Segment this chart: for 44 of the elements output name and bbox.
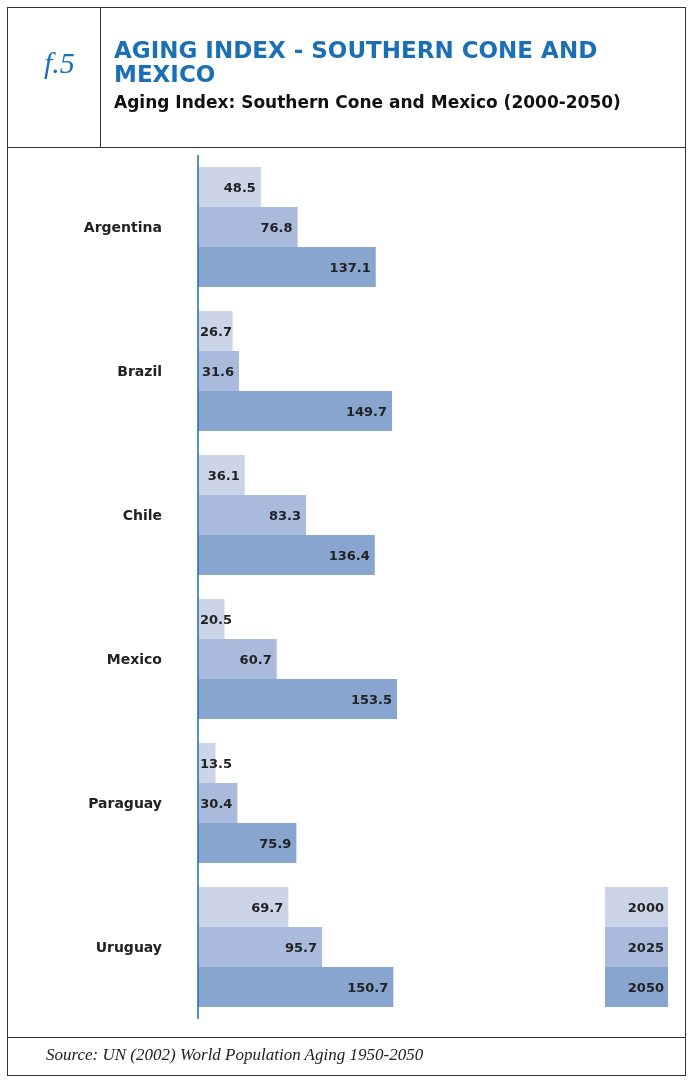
- bar: [198, 887, 289, 927]
- y-tick-label: Paraguay: [88, 794, 162, 811]
- data-label: 150.7: [347, 980, 389, 995]
- bar: [198, 391, 393, 431]
- data-label: 36.1: [207, 468, 240, 483]
- bar: [198, 927, 323, 967]
- y-tick-label: Uruguay: [95, 938, 162, 955]
- y-tick-label: Brazil: [117, 362, 162, 379]
- data-label: 48.5: [223, 180, 256, 195]
- source-note: Source: UN (2002) World Population Aging 1950-2050: [46, 1045, 424, 1065]
- bar: [198, 535, 375, 575]
- data-label: 76.8: [260, 220, 293, 235]
- bar: [198, 823, 297, 863]
- data-label: 31.6: [201, 364, 234, 379]
- y-tick-label: Chile: [122, 506, 162, 523]
- data-label: 26.7: [199, 324, 232, 339]
- data-label: 69.7: [251, 900, 284, 915]
- bar: [198, 679, 397, 719]
- bar: [198, 455, 245, 495]
- y-tick-label: Argentina: [83, 218, 162, 235]
- bar: [198, 639, 277, 679]
- data-label: 136.4: [328, 548, 370, 563]
- data-label: 137.1: [329, 260, 371, 275]
- text: 2050: [605, 967, 668, 1007]
- text: 2025: [605, 927, 668, 967]
- text: f.5: [44, 46, 75, 80]
- data-label: 149.7: [345, 404, 388, 419]
- bar: [198, 495, 306, 535]
- data-label: 153.5: [350, 692, 392, 707]
- data-label: 20.5: [199, 612, 232, 627]
- bar: [198, 167, 261, 207]
- bar: [198, 247, 376, 287]
- data-label: 60.7: [239, 652, 272, 667]
- bar: [198, 207, 298, 247]
- data-label: 75.9: [259, 836, 292, 851]
- data-label: 30.4: [200, 796, 233, 811]
- bar: [198, 967, 394, 1007]
- chart-subtitle: Aging Index: Southern Cone and Mexico (2000-2050): [114, 92, 622, 112]
- data-label: 95.7: [284, 940, 318, 955]
- chart-title: AGING INDEX - SOUTHERN CONE AND MEXICO: [114, 37, 599, 87]
- data-label: 13.5: [199, 756, 232, 771]
- data-label: 83.3: [268, 508, 301, 523]
- text: 2000: [605, 887, 668, 927]
- y-tick-label: Mexico: [106, 650, 163, 667]
